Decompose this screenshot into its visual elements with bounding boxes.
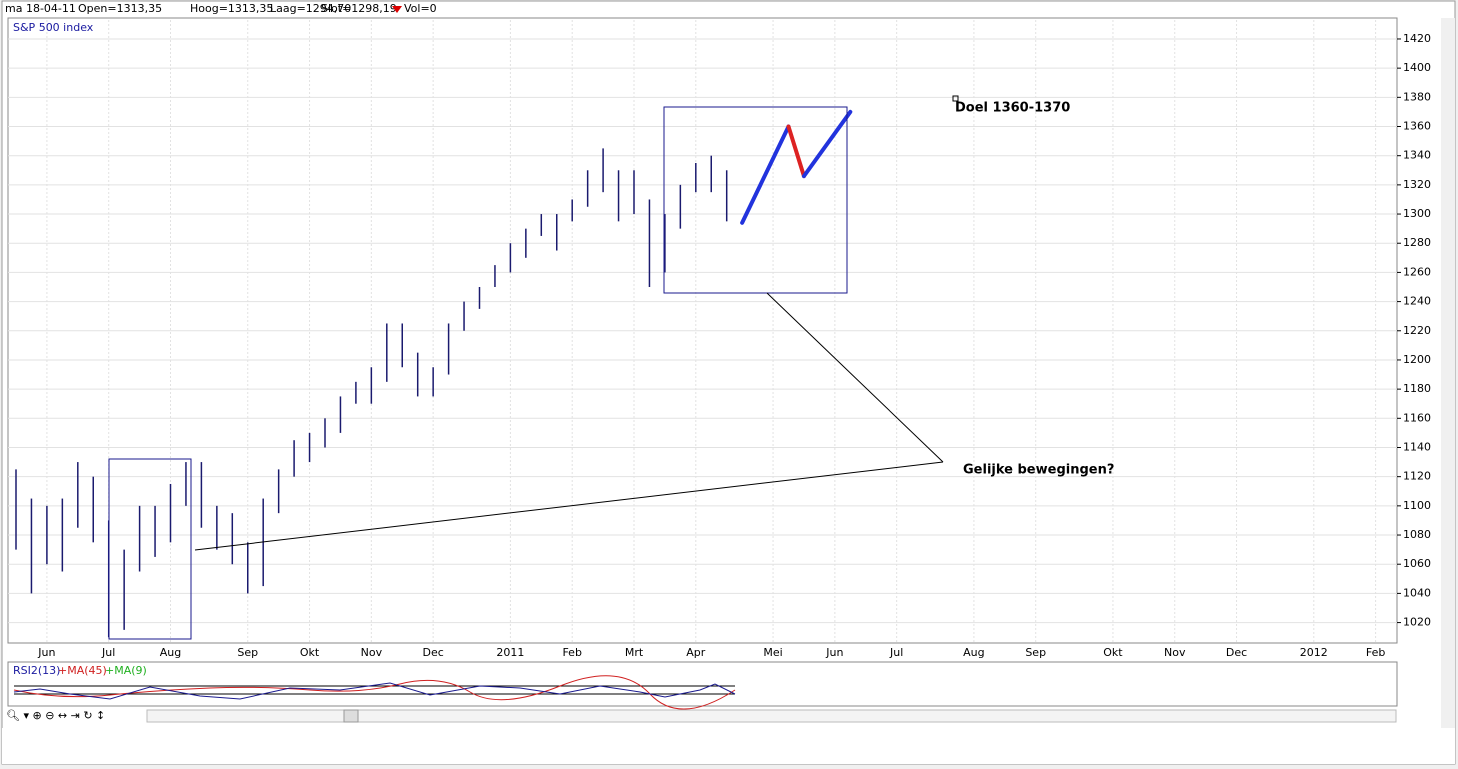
zoom-icon[interactable]: 🔍︎ ▾ ⊕ ⊖ ↔ ⇥ ↻ ↕ <box>6 709 105 722</box>
indicator-label: +MA(9) <box>105 664 147 677</box>
x-tick-label: Feb <box>1366 646 1385 659</box>
x-tick-label: Jun <box>825 646 843 659</box>
y-tick-label: 1100 <box>1403 499 1431 512</box>
header-open: Open=1313,35 <box>78 2 162 15</box>
y-tick-label: 1260 <box>1403 265 1431 278</box>
x-tick-label: Jun <box>37 646 55 659</box>
x-tick-label: Okt <box>1103 646 1123 659</box>
x-tick-label: Mei <box>763 646 782 659</box>
y-tick-label: 1300 <box>1403 207 1431 220</box>
y-tick-label: 1080 <box>1403 528 1431 541</box>
x-tick-label: Sep <box>237 646 258 659</box>
indicator-area <box>7 661 1398 707</box>
y-tick-label: 1320 <box>1403 178 1431 191</box>
y-tick-label: 1380 <box>1403 90 1431 103</box>
x-tick-label: 2012 <box>1300 646 1328 659</box>
x-tick-label: Aug <box>160 646 181 659</box>
connector-line <box>194 461 944 551</box>
header-low: Laag=1294,70 <box>270 2 351 15</box>
y-tick-label: 1120 <box>1403 470 1431 483</box>
y-tick-label: 1340 <box>1403 149 1431 162</box>
y-tick-label: 1420 <box>1403 32 1431 45</box>
x-tick-label: Nov <box>361 646 383 659</box>
indicator-panel: RSI2(13) +MA(45) +MA(9) <box>7 661 1398 710</box>
projection-segment <box>786 124 806 179</box>
grid <box>8 20 1401 643</box>
side-strip <box>1441 18 1455 728</box>
y-tick-label: 1020 <box>1403 616 1431 629</box>
indicator-line <box>13 682 736 700</box>
header-high: Hoog=1313,35 <box>190 2 273 15</box>
x-tick-label: Nov <box>1164 646 1186 659</box>
toolbar: 🔍︎ ▾ ⊕ ⊖ ↔ ⇥ ↻ ↕ <box>6 709 1397 723</box>
x-tick-label: Dec <box>423 646 444 659</box>
marks <box>15 109 853 638</box>
scrollbar[interactable] <box>146 709 1397 723</box>
down-arrow <box>392 6 402 13</box>
y-tick-label: 1400 <box>1403 61 1431 74</box>
indicator-label: +MA(45) <box>58 664 107 677</box>
indicator-label: RSI2(13) <box>13 664 60 677</box>
anchor <box>952 95 959 102</box>
header-date: ma 18-04-11 <box>5 2 76 15</box>
indicator-ma <box>13 675 736 710</box>
y-tick-label: 1060 <box>1403 557 1431 570</box>
x-tick-label: Jul <box>101 646 115 659</box>
x-tick-label: Mrt <box>625 646 644 659</box>
y-tick-label: 1200 <box>1403 353 1431 366</box>
annotation: Doel 1360-1370 <box>955 101 1070 116</box>
footer <box>2 728 1455 764</box>
x-tick-label: Sep <box>1025 646 1046 659</box>
box-left <box>108 458 192 640</box>
annotation: Gelijke bewegingen? <box>963 463 1114 478</box>
projection-segment <box>801 109 853 179</box>
x-tick-label: Aug <box>963 646 984 659</box>
header-close: Slot=1298,19 <box>321 2 397 15</box>
y-tick-label: 1040 <box>1403 586 1431 599</box>
header: ma 18-04-11 Open=1313,35 Hoog=1313,35 La… <box>5 2 437 15</box>
connector-line <box>766 292 944 463</box>
y-tick-label: 1180 <box>1403 382 1431 395</box>
projection-segment <box>740 124 791 225</box>
x-tick-label: 2011 <box>496 646 524 659</box>
x-tick-label: Okt <box>300 646 320 659</box>
x-tick-label: Feb <box>562 646 581 659</box>
y-tick-label: 1160 <box>1403 411 1431 424</box>
y-tick-label: 1360 <box>1403 120 1431 133</box>
y-tick-label: 1220 <box>1403 324 1431 337</box>
y-tick-label: 1240 <box>1403 295 1431 308</box>
header-volume: Vol=0 <box>404 2 437 15</box>
x-tick-label: Dec <box>1226 646 1247 659</box>
x-tick-label: Apr <box>686 646 706 659</box>
y-tick-label: 1140 <box>1403 440 1431 453</box>
box-right <box>663 106 848 294</box>
scroll-thumb[interactable] <box>343 709 359 723</box>
chart-title: S&P 500 index <box>13 21 94 34</box>
x-tick-label: Jul <box>889 646 903 659</box>
y-tick-label: 1280 <box>1403 236 1431 249</box>
